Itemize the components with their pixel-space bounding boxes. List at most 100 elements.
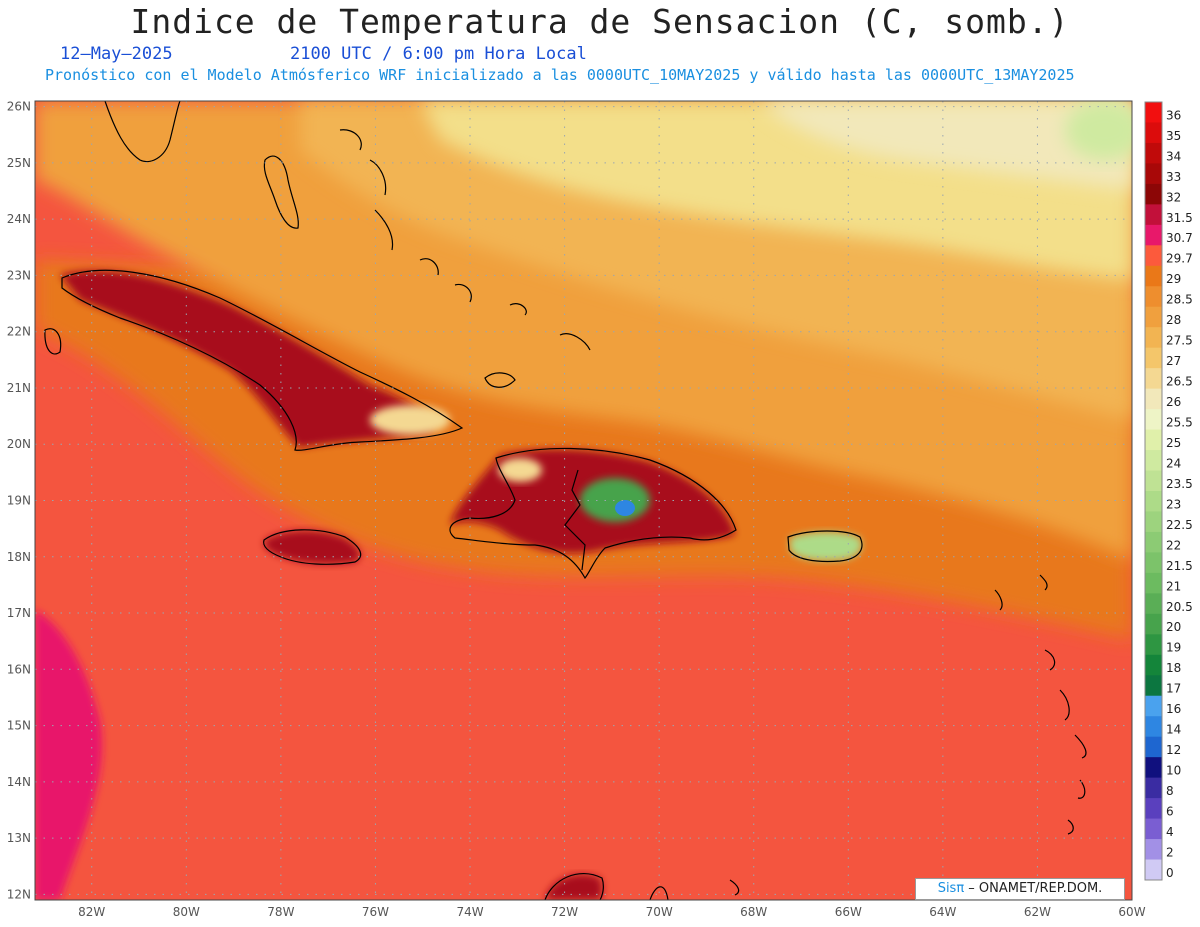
south-coast: [544, 873, 740, 900]
latitude-label: 24N: [7, 212, 31, 226]
legend-swatch: [1145, 409, 1162, 431]
legend-label: 35: [1166, 129, 1181, 143]
longitude-label: 82W: [78, 905, 105, 919]
latitude-label: 19N: [7, 494, 31, 508]
bahamas-chain-1: [339, 129, 394, 251]
bahamas-chain-2: [419, 258, 527, 316]
legend-label: 30.7: [1166, 231, 1193, 245]
legend-label: 27.5: [1166, 334, 1193, 348]
credit-box: Sisπ – ONAMET/REP.DOM.: [915, 878, 1125, 900]
legend-label: 27: [1166, 354, 1181, 368]
legend-frame: [1144, 101, 1163, 881]
legend-label: 14: [1166, 723, 1181, 737]
longitude-labels: 82W 80W 78W 76W 74W 72W 70W 68W 66W 64W 62W 60W: [78, 905, 1146, 919]
legend-label: 22: [1166, 538, 1181, 552]
cuba-coast: [61, 269, 464, 451]
legend-label: 34: [1166, 149, 1181, 163]
legend-swatch: [1145, 675, 1162, 697]
puerto-rico-coast: [787, 530, 863, 563]
longitude-label: 80W: [173, 905, 200, 919]
legend-swatch: [1145, 839, 1162, 861]
legend-label: 29: [1166, 272, 1181, 286]
isla-juventud-coast: [44, 328, 62, 355]
legend-label: 0: [1166, 866, 1174, 880]
credit-brand: Sisπ: [937, 881, 965, 896]
legend-swatch: [1145, 306, 1162, 328]
longitude-label: 70W: [646, 905, 673, 919]
legend-swatch: [1145, 593, 1162, 615]
map-title: Indice de Temperatura de Sensacion (C, s…: [130, 2, 1070, 41]
legend-swatch: [1145, 777, 1162, 799]
legend-swatch: [1145, 204, 1162, 226]
legend-swatch: [1145, 757, 1162, 779]
legend-label: 20: [1166, 620, 1181, 634]
legend-swatch: [1145, 552, 1162, 574]
legend-swatch: [1145, 122, 1162, 144]
legend-label: 12: [1166, 743, 1181, 757]
longitude-label: 78W: [267, 905, 294, 919]
legend-label: 31.5: [1166, 211, 1193, 225]
coastlines: [44, 101, 1087, 900]
latitude-label: 20N: [7, 437, 31, 451]
hispaniola-coast: [449, 447, 737, 580]
legend-swatch: [1145, 859, 1162, 881]
legend-swatch: [1145, 183, 1162, 205]
legend-label: 28.5: [1166, 293, 1193, 307]
legend-label: 10: [1166, 764, 1181, 778]
latitude-label: 18N: [7, 550, 31, 564]
model-info: Pronóstico con el Modelo Atmósferico WRF…: [45, 66, 1075, 84]
latitude-label: 13N: [7, 831, 31, 845]
longitude-label: 76W: [362, 905, 389, 919]
legend-label: 21.5: [1166, 559, 1193, 573]
jamaica-coast: [263, 529, 362, 565]
legend-label: 21: [1166, 579, 1181, 593]
legend-label: 32: [1166, 190, 1181, 204]
legend-swatch: [1145, 327, 1162, 349]
credit-org: – ONAMET/REP.DOM.: [964, 881, 1103, 896]
legend-label: 17: [1166, 682, 1181, 696]
legend-label: 19: [1166, 641, 1181, 655]
latitude-label: 12N: [7, 887, 31, 901]
legend-label: 23.5: [1166, 477, 1193, 491]
latitude-label: 25N: [7, 156, 31, 170]
north-cream: [760, 101, 1132, 190]
color-legend: 363534333231.530.729.72928.52827.52726.5…: [1144, 101, 1193, 881]
cuba-hot: [60, 270, 432, 448]
latitude-labels: 26N 25N 24N 23N 22N 21N 20N 19N 18N 17N 16N 15N 14N 1…: [7, 100, 31, 902]
legend-label: 16: [1166, 702, 1181, 716]
legend-label: 22.5: [1166, 518, 1193, 532]
legend-swatch: [1145, 572, 1162, 594]
southwest-magenta: [35, 610, 102, 900]
forecast-time: 2100 UTC / 6:00 pm Hora Local: [290, 44, 587, 64]
hispaniola-coldest-point: [615, 500, 635, 516]
legend-label: 24: [1166, 456, 1181, 470]
legend-label: 26.5: [1166, 375, 1193, 389]
longitude-label: 60W: [1118, 905, 1145, 919]
legend-label: 29.7: [1166, 252, 1193, 266]
legend-swatch: [1145, 736, 1162, 758]
legend-swatch: [1145, 511, 1162, 533]
legend-swatch: [1145, 163, 1162, 185]
legend-swatch: [1145, 818, 1162, 840]
legend-swatch: [1145, 142, 1162, 164]
puerto-rico-cool: [790, 532, 862, 561]
legend-label: 26: [1166, 395, 1181, 409]
legend-label: 4: [1166, 825, 1174, 839]
latitude-label: 21N: [7, 381, 31, 395]
longitude-label: 74W: [456, 905, 483, 919]
legend-label: 25.5: [1166, 416, 1193, 430]
longitude-label: 66W: [835, 905, 862, 919]
legend-swatch: [1145, 798, 1162, 820]
latitude-label: 26N: [7, 100, 31, 114]
latitude-label: 15N: [7, 719, 31, 733]
legend-swatch: [1145, 429, 1162, 451]
longitude-label: 72W: [551, 905, 578, 919]
legend-label: 25: [1166, 436, 1181, 450]
legend-swatch: [1145, 102, 1162, 123]
longitude-label: 68W: [740, 905, 767, 919]
legend-swatch: [1145, 388, 1162, 410]
jamaica-hot: [264, 530, 361, 564]
forecast-date: 12–May–2025: [60, 44, 173, 64]
cuba-east-pale: [370, 405, 450, 435]
